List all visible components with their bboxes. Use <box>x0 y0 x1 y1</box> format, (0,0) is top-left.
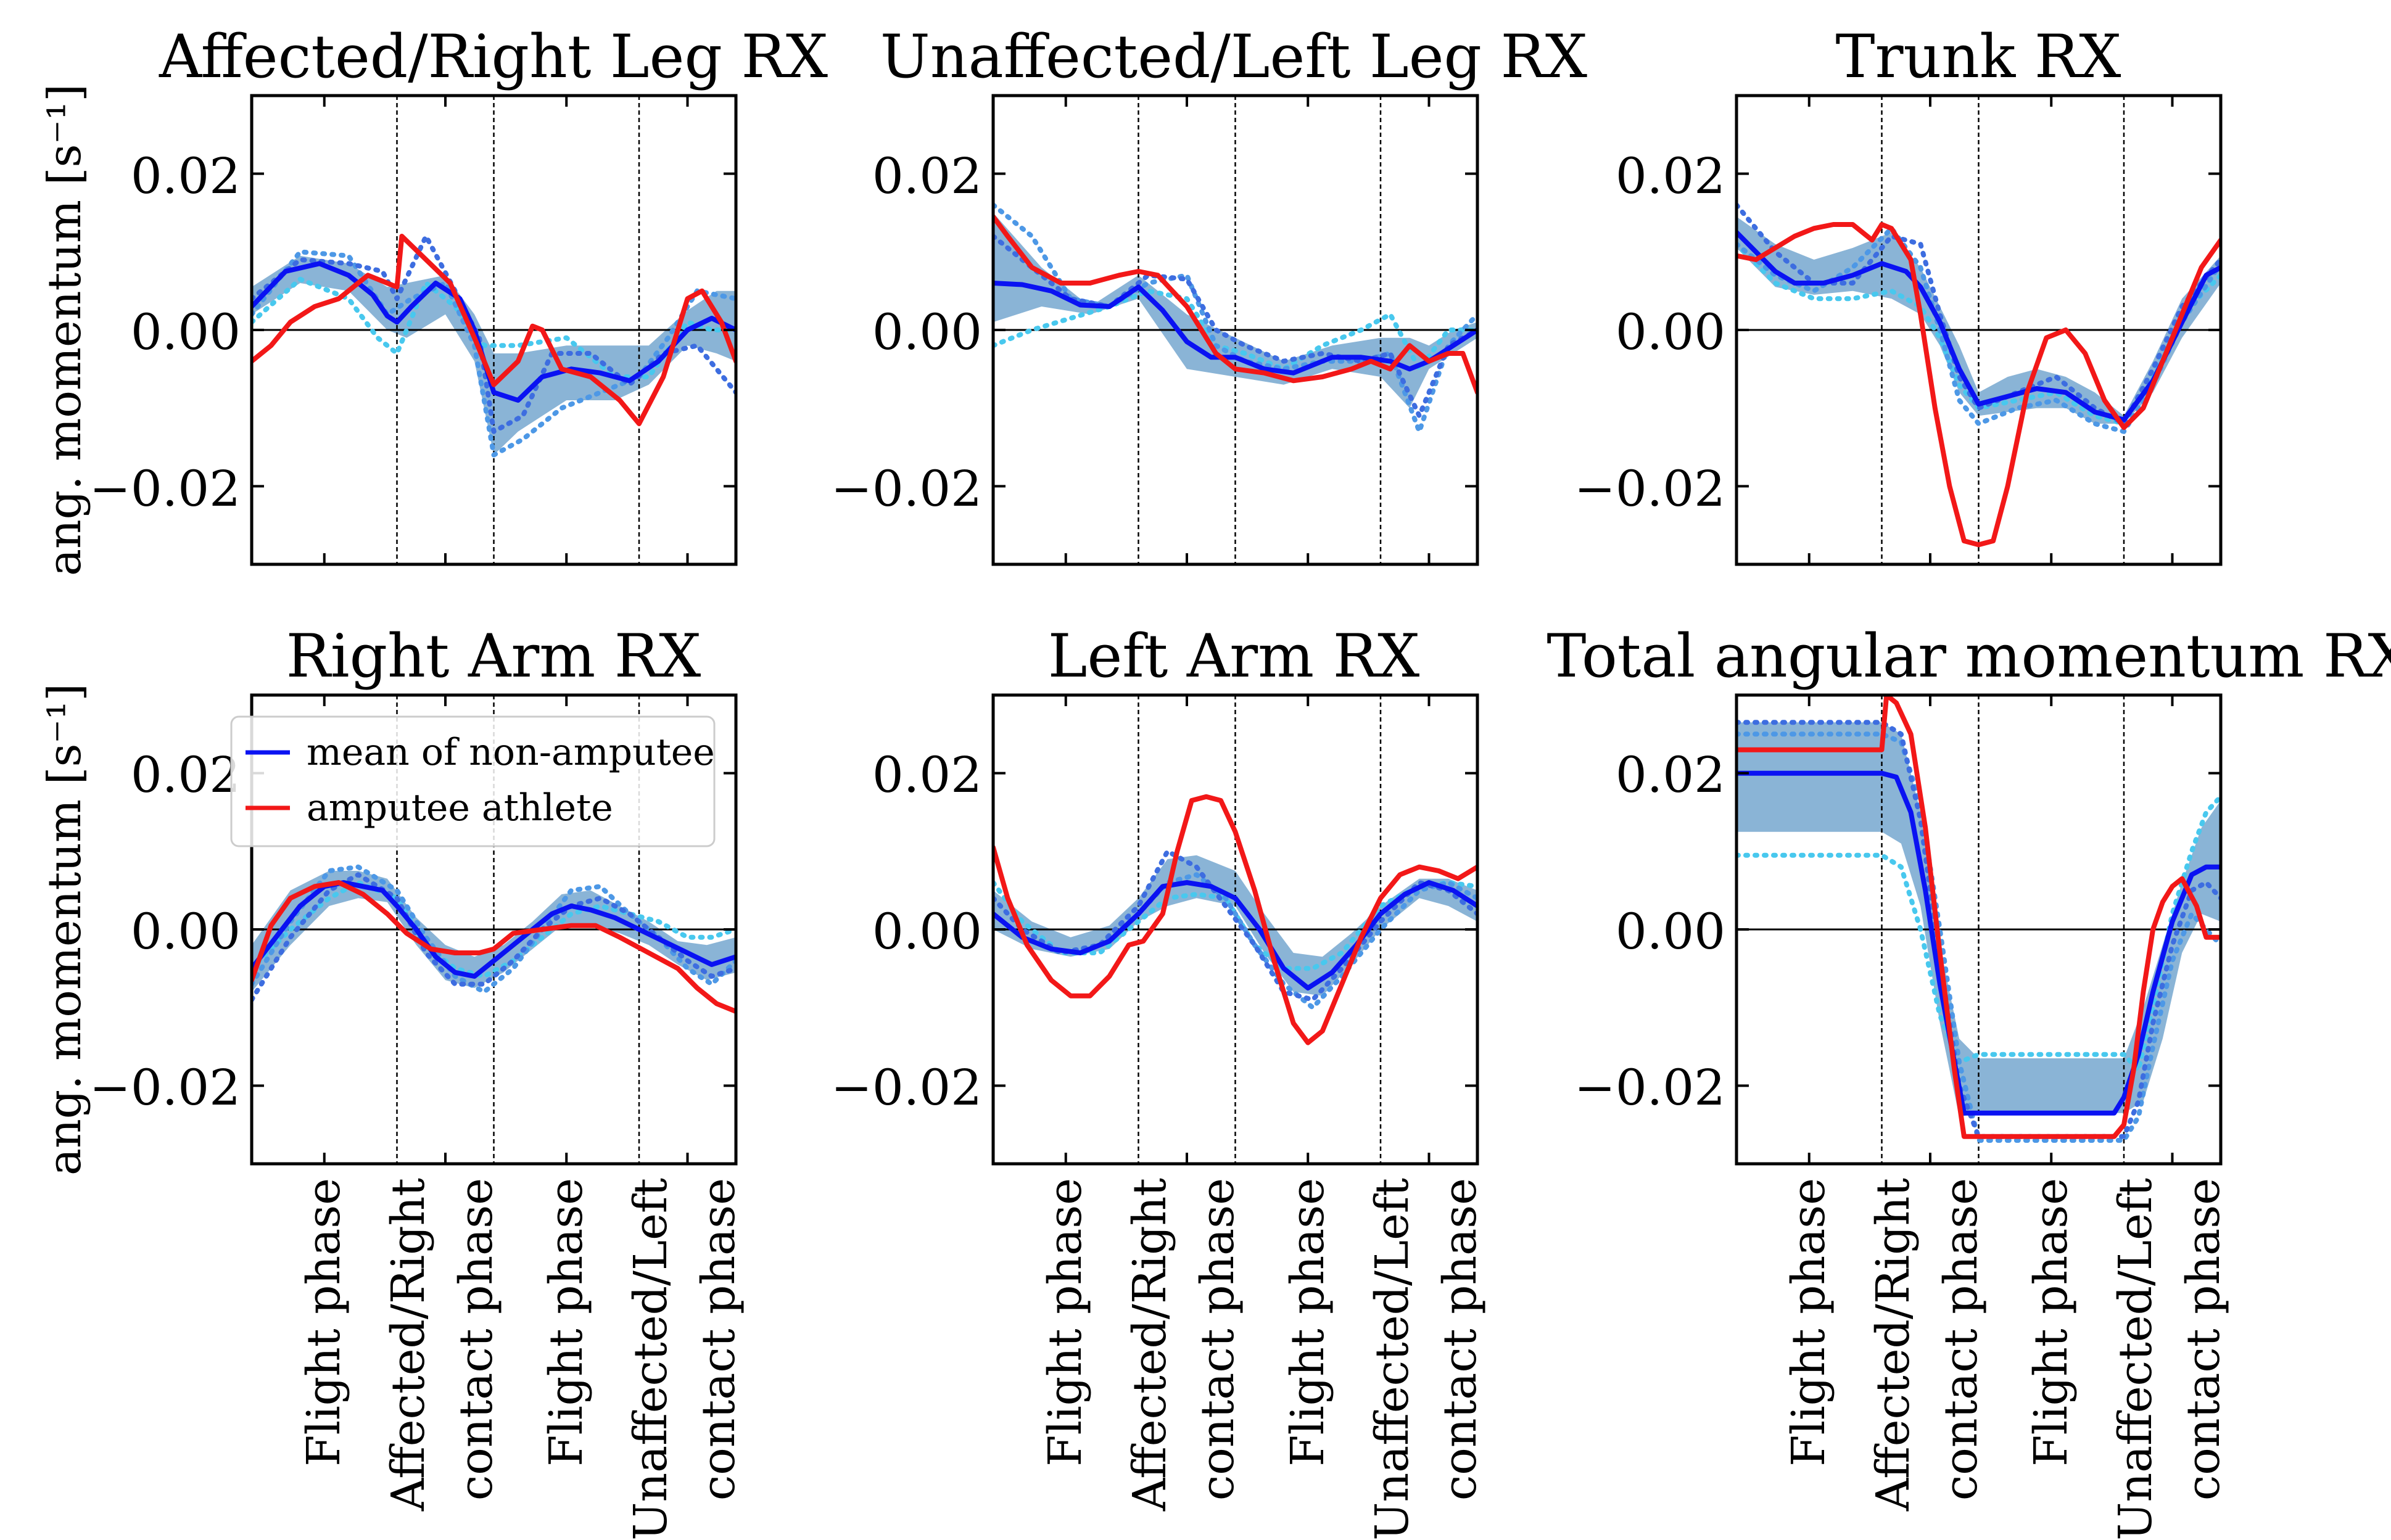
series-dotted-light <box>1736 794 2221 1073</box>
legend-box <box>230 715 716 847</box>
plot-area <box>993 96 1477 564</box>
legend: mean of non-amputee amputee athlete <box>230 715 716 847</box>
ytick-label-0-00: 0.00 <box>1616 303 1725 361</box>
panel-right-arm: Right Arm RX 0.02 0.00 −0.02 mean of non… <box>89 622 738 1166</box>
axes-frame <box>1735 94 2223 566</box>
ytick-label-0-00: 0.00 <box>1616 903 1725 960</box>
ytick-label-neg-0-02: −0.02 <box>831 1059 982 1116</box>
series-dotted-light <box>993 288 1477 372</box>
ytick-label-0-02: 0.02 <box>131 147 241 205</box>
panel-title: Right Arm RX <box>286 622 701 691</box>
series-amputee-athlete <box>1736 222 2221 548</box>
ytick-label-0-00: 0.00 <box>131 903 241 960</box>
legend-mean-label: mean of non-amputee <box>307 731 715 774</box>
axes-frame <box>991 94 1479 566</box>
x-phase-labels-right-arm: Flight phase Affected/Right contact phase… <box>297 1178 745 1540</box>
ytick-label-neg-0-02: −0.02 <box>89 1059 241 1116</box>
series-mean-non-amputee <box>993 281 1477 376</box>
ytick-label-0-02: 0.02 <box>1616 147 1725 205</box>
series-dotted-mid <box>252 249 736 458</box>
panel-left-arm: Left Arm RX 0.02 0.00 −0.02 <box>831 622 1479 1166</box>
panel-title: Total angular momentum RX <box>1547 622 2391 691</box>
plot-area <box>252 695 736 1164</box>
plot-content <box>252 96 736 564</box>
series-mean-non-amputee <box>1736 770 2221 1116</box>
plot-content <box>1736 695 2221 1164</box>
ytick-label-0-02: 0.02 <box>872 746 982 804</box>
ytick-label-0-00: 0.00 <box>872 903 982 960</box>
series-amputee-athlete <box>993 794 1477 1045</box>
plot-area <box>993 695 1477 1164</box>
ytick-label-0-02: 0.02 <box>872 147 982 205</box>
series-dotted-dark <box>993 234 1477 419</box>
series-amputee-athlete <box>993 214 1477 395</box>
panel-affected-right-leg: Affected/Right Leg RX 0.02 0.00 −0.02 <box>89 22 828 566</box>
x-label-unaffected-left-contact: Unaffected/Left contact phase <box>624 1178 745 1540</box>
series-amputee-athlete <box>1736 695 2221 1139</box>
ytick-label-neg-0-02: −0.02 <box>1574 1059 1725 1116</box>
y-axis-label-bottom: ang. momentum [s⁻¹] <box>38 683 91 1176</box>
y-axis-label-top: ang. momentum [s⁻¹] <box>38 84 91 576</box>
variability-band <box>1736 722 2221 1117</box>
x-label-affected-right-contact: Affected/Right contact phase <box>1123 1178 1244 1512</box>
series-dotted-mid <box>252 864 736 995</box>
x-label-affected-right-contact: Affected/Right contact phase <box>1867 1178 1988 1512</box>
panel-unaffected-left-leg: Unaffected/Left Leg RX 0.02 0.00 −0.02 <box>831 22 1587 566</box>
panel-title: Left Arm RX <box>1048 622 1420 691</box>
plot-content <box>252 695 736 1164</box>
axes-frame <box>991 693 1479 1166</box>
plot-content <box>1736 96 2221 564</box>
ytick-label-neg-0-02: −0.02 <box>1574 460 1725 517</box>
series-dotted-mid <box>993 872 1477 1010</box>
series-mean-non-amputee <box>1736 229 2221 422</box>
ytick-label-0-02: 0.02 <box>131 746 241 804</box>
x-label-flight-phase-1: Flight phase <box>1782 1178 1835 1467</box>
x-phase-labels-total: Flight phase Affected/Right contact phase… <box>1782 1178 2230 1540</box>
x-label-unaffected-left-contact: Unaffected/Left contact phase <box>1366 1178 1487 1540</box>
series-dotted-mid <box>1736 731 2221 1143</box>
panel-total-angular-momentum: Total angular momentum RX 0.02 0.00 −0.0… <box>1547 622 2391 1166</box>
ytick-label-0-00: 0.00 <box>131 303 241 361</box>
series-amputee-athlete <box>252 234 736 426</box>
series-mean-non-amputee <box>993 880 1477 990</box>
panel-title: Unaffected/Left Leg RX <box>880 22 1587 91</box>
variability-band <box>1736 216 2221 424</box>
x-label-flight-phase-1: Flight phase <box>1039 1178 1092 1467</box>
x-label-unaffected-left-contact: Unaffected/Left contact phase <box>2109 1178 2230 1540</box>
ytick-label-0-02: 0.02 <box>1616 746 1725 804</box>
plot-area <box>1736 695 2221 1164</box>
panel-trunk: Trunk RX 0.02 0.00 −0.02 <box>1574 22 2223 566</box>
x-label-flight-phase-2: Flight phase <box>540 1178 593 1467</box>
x-phase-labels-left-arm: Flight phase Affected/Right contact phase… <box>1039 1178 1487 1540</box>
x-label-flight-phase-2: Flight phase <box>2025 1178 2078 1467</box>
axes-frame <box>1735 693 2223 1166</box>
legend-amputee-label: amputee athlete <box>307 786 613 830</box>
series-amputee-athlete <box>252 880 736 1014</box>
axes-frame <box>250 693 738 1166</box>
plot-area <box>1736 96 2221 564</box>
x-label-affected-right-contact: Affected/Right contact phase <box>382 1178 503 1512</box>
series-dotted-dark <box>993 849 1477 1002</box>
panel-title: Trunk RX <box>1836 22 2121 91</box>
ytick-label-neg-0-02: −0.02 <box>831 460 982 517</box>
x-label-flight-phase-2: Flight phase <box>1281 1178 1334 1467</box>
ytick-label-neg-0-02: −0.02 <box>89 460 241 517</box>
axes-frame <box>250 94 738 566</box>
plot-content <box>993 695 1477 1164</box>
plot-area <box>252 96 736 564</box>
x-label-flight-phase-1: Flight phase <box>297 1178 350 1467</box>
plot-content <box>993 96 1477 564</box>
ytick-label-0-00: 0.00 <box>872 303 982 361</box>
panel-title: Affected/Right Leg RX <box>159 22 828 91</box>
